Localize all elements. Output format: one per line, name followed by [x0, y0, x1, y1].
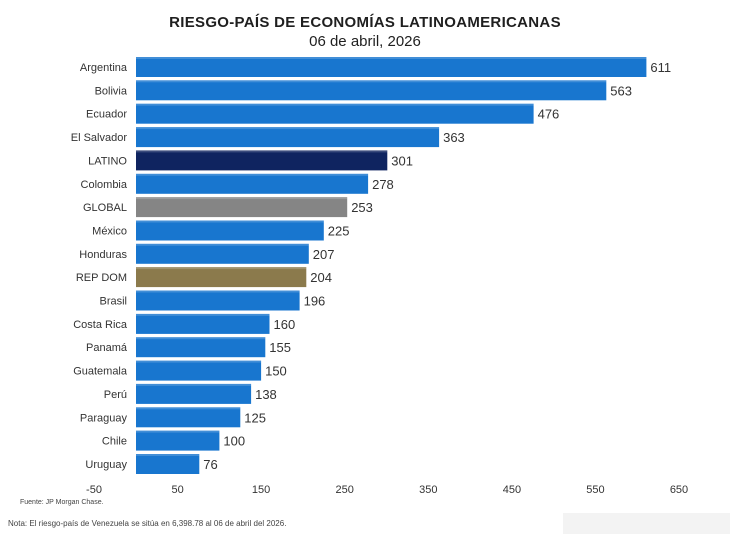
x-tick-label: 450 — [503, 484, 521, 496]
bar-ecuador — [136, 103, 534, 124]
category-label: Chile — [102, 436, 127, 448]
bar-argentina — [136, 57, 647, 77]
x-tick-label: 650 — [670, 484, 688, 496]
bar-honduras — [136, 243, 309, 264]
bar-brasil — [136, 290, 300, 311]
bar-highlight — [136, 150, 388, 153]
value-label: 76 — [203, 457, 217, 472]
corner-decoration — [563, 513, 730, 534]
category-label: Panamá — [86, 342, 128, 354]
bar-bolivia — [136, 80, 607, 101]
bar-highlight — [136, 197, 348, 200]
value-label: 611 — [650, 60, 671, 75]
bar-highlight — [136, 267, 307, 270]
chart-subtitle: 06 de abril, 2026 — [309, 33, 421, 50]
bar-perú — [136, 383, 252, 404]
category-label: Ecuador — [86, 109, 127, 121]
value-label: 196 — [304, 294, 326, 309]
bar-highlight — [136, 383, 252, 386]
category-label: LATINO — [88, 155, 127, 167]
footnote: Nota: El riesgo-país de Venezuela se sit… — [8, 519, 287, 528]
x-tick-label: 250 — [336, 484, 354, 496]
bar-costa-rica — [136, 313, 270, 334]
category-label: Brasil — [99, 296, 127, 308]
value-label: 563 — [610, 83, 632, 98]
x-tick-label: -50 — [86, 484, 102, 496]
bar-highlight — [136, 430, 220, 433]
value-label: 138 — [255, 387, 277, 402]
bar-highlight — [136, 407, 241, 410]
bar-highlight — [136, 454, 200, 456]
category-label: México — [92, 226, 127, 238]
chart-title: RIESGO-PAÍS DE ECONOMÍAS LATINOAMERICANA… — [169, 14, 561, 31]
value-label: 476 — [538, 107, 560, 122]
bar-colombia — [136, 173, 369, 194]
bar-el-salvador — [136, 127, 440, 148]
bar-paraguay — [136, 407, 241, 428]
category-label: Uruguay — [85, 459, 127, 471]
value-label: 160 — [274, 317, 296, 332]
category-label: Paraguay — [80, 412, 128, 424]
category-label: Costa Rica — [73, 319, 128, 331]
bar-highlight — [136, 220, 324, 223]
value-label: 278 — [372, 177, 394, 192]
bar-rep-dom — [136, 267, 307, 288]
category-label: REP DOM — [76, 272, 127, 284]
bar-global — [136, 197, 348, 218]
bar-highlight — [136, 290, 300, 293]
bar-méxico — [136, 220, 324, 241]
bar-highlight — [136, 173, 369, 176]
bar-highlight — [136, 103, 534, 106]
x-tick-label: 550 — [586, 484, 604, 496]
value-label: 100 — [223, 434, 245, 449]
category-label: GLOBAL — [83, 202, 127, 214]
value-label: 155 — [269, 340, 291, 355]
value-label: 125 — [244, 410, 266, 425]
value-label: 204 — [310, 270, 332, 285]
bar-highlight — [136, 243, 309, 246]
value-label: 253 — [351, 200, 373, 215]
x-tick-label: 50 — [171, 484, 183, 496]
value-label: 225 — [328, 224, 350, 239]
x-tick-label: 150 — [252, 484, 270, 496]
bar-panamá — [136, 337, 266, 358]
category-label: Honduras — [79, 249, 127, 261]
category-label: Bolivia — [95, 85, 128, 97]
bar-highlight — [136, 337, 266, 340]
category-label: El Salvador — [71, 132, 128, 144]
bar-chile — [136, 430, 220, 451]
bar-highlight — [136, 313, 270, 316]
category-label: Colombia — [81, 179, 128, 191]
category-label: Perú — [104, 389, 127, 401]
category-label: Guatemala — [73, 366, 128, 378]
bar-highlight — [136, 127, 440, 130]
bar-guatemala — [136, 360, 262, 381]
value-label: 150 — [265, 364, 287, 379]
x-tick-label: 350 — [419, 484, 437, 496]
value-label: 363 — [443, 130, 465, 145]
value-label: 207 — [313, 247, 335, 262]
bar-uruguay — [136, 454, 200, 474]
value-label: 301 — [391, 153, 413, 168]
bar-highlight — [136, 80, 607, 83]
category-label: Argentina — [80, 62, 128, 74]
bar-highlight — [136, 360, 262, 363]
source-note: Fuente: JP Morgan Chase. — [20, 499, 104, 506]
bar-highlight — [136, 57, 647, 59]
bar-latino — [136, 150, 388, 171]
